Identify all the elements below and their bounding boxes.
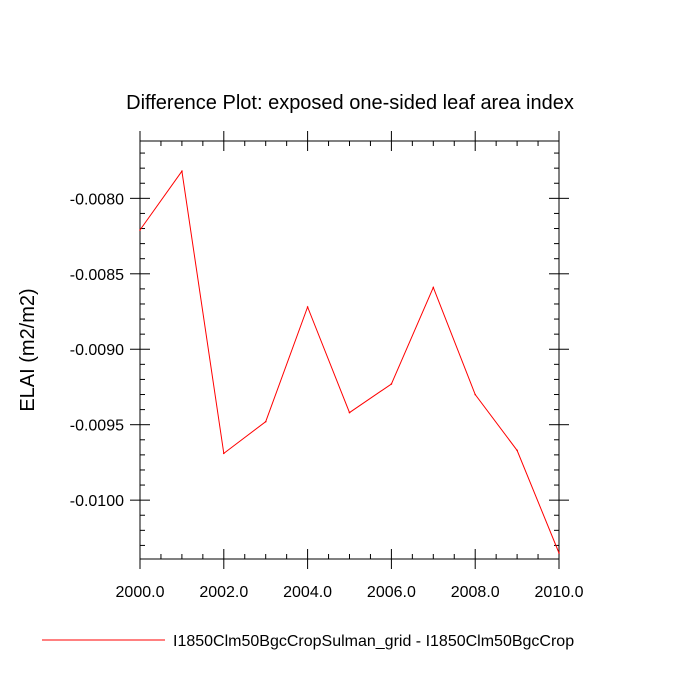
x-tick-label: 2008.0 [451,584,500,601]
plot-frame [139,140,560,560]
x-tick-label: 2002.0 [199,584,248,601]
x-tick-label: 2010.0 [535,584,584,601]
x-axis: 2000.0 2002.0 2004.0 2006.0 2008.0 2010.0 [116,131,584,601]
legend-label: I1850Clm50BgcCropSulman_grid - I1850Clm5… [173,633,574,650]
y-axis-label: ELAI (m2/m2) [17,288,39,411]
y-tick-label: -0.0085 [70,267,124,284]
data-point [516,449,518,452]
data-point [181,170,183,172]
y-tick-label: -0.0100 [70,493,124,510]
data-point [139,229,141,231]
series-line [139,169,560,554]
data-point [348,411,351,414]
data-point [474,393,477,396]
y-tick-label: -0.0095 [70,418,124,435]
chart-title: Difference Plot: exposed one-sided leaf … [126,92,574,114]
data-point [558,552,560,554]
y-axis: -0.0080 -0.0085 -0.0090 -0.0095 -0.0100 [70,152,569,546]
data-point [306,306,309,308]
x-tick-label: 2006.0 [367,584,416,601]
y-tick-label: -0.0080 [70,191,124,208]
data-point [432,286,435,289]
data-point [223,452,225,455]
x-tick-label: 2004.0 [283,584,332,601]
y-tick-label: -0.0090 [70,342,124,359]
x-tick-label: 2000.0 [116,584,165,601]
data-point [264,420,267,423]
data-point [390,383,393,385]
series-layer [139,169,560,554]
